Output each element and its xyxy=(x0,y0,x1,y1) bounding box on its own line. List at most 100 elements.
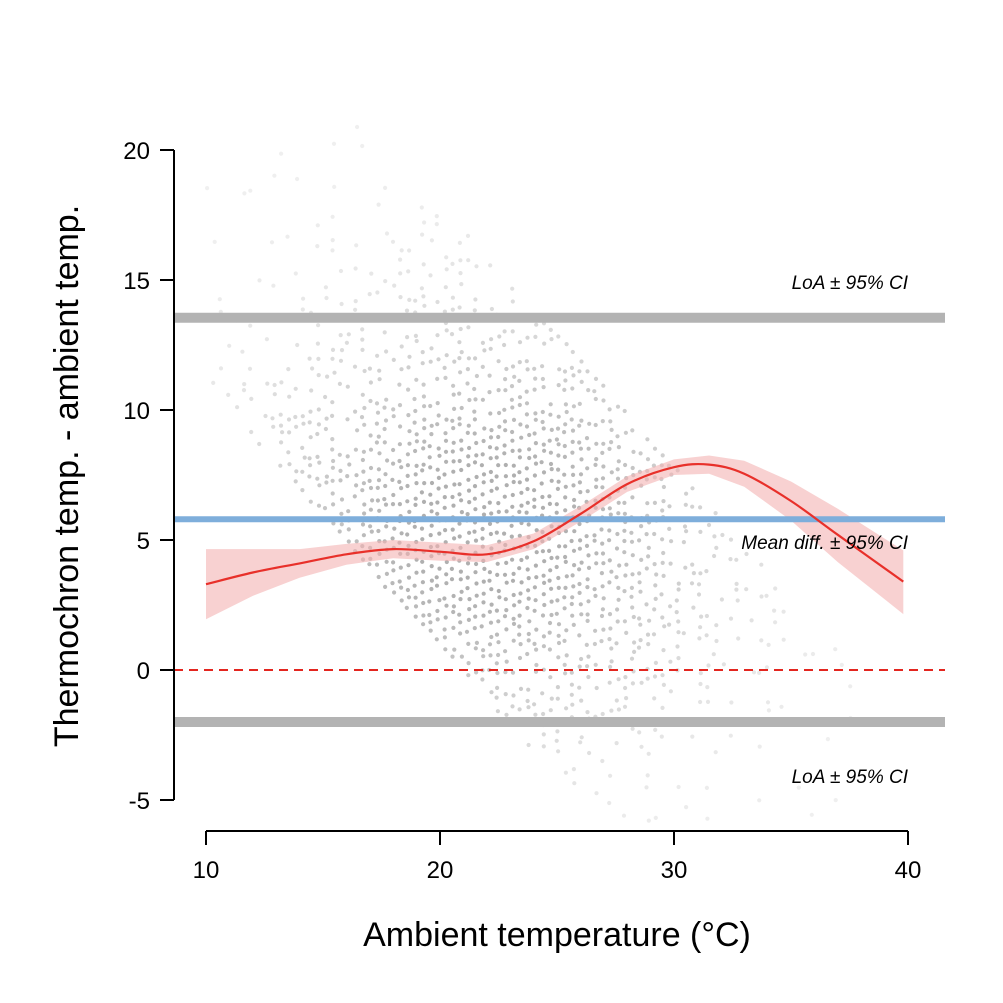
scatter-point xyxy=(555,729,560,734)
scatter-point xyxy=(592,587,597,592)
scatter-point xyxy=(399,486,404,491)
scatter-point xyxy=(577,423,582,428)
scatter-point xyxy=(517,632,522,637)
y-axis-ticks: -5 0 5 10 15 20 xyxy=(123,138,174,815)
scatter-point xyxy=(524,510,529,515)
scatter-point xyxy=(510,670,516,675)
scatter-point xyxy=(539,481,544,486)
scatter-point xyxy=(420,468,425,473)
scatter-point xyxy=(525,500,530,505)
scatter-point xyxy=(465,511,470,517)
scatter-point xyxy=(714,623,719,628)
scatter-point xyxy=(511,571,516,577)
scatter-point xyxy=(684,529,689,534)
scatter-point xyxy=(676,630,681,635)
scatter-point xyxy=(622,528,627,533)
scatter-point xyxy=(494,530,499,535)
scatter-point xyxy=(556,442,561,447)
scatter-point xyxy=(450,307,455,312)
scatter-point xyxy=(436,357,441,362)
scatter-point xyxy=(494,455,499,460)
scatter-point xyxy=(690,562,695,567)
scatter-point xyxy=(405,499,410,504)
scatter-point xyxy=(637,580,642,585)
scatter-point xyxy=(525,367,530,372)
scatter-point xyxy=(571,472,576,477)
scatter-point xyxy=(399,367,404,372)
scatter-point xyxy=(714,545,719,551)
scatter-point xyxy=(428,465,433,470)
scatter-point xyxy=(660,615,665,620)
scatter-point xyxy=(661,550,666,556)
scatter-point xyxy=(474,440,479,446)
scatter-point xyxy=(481,472,487,477)
scatter-point xyxy=(264,337,269,342)
scatter-point xyxy=(699,614,704,619)
scatter-point xyxy=(466,661,471,666)
scatter-point xyxy=(525,605,530,611)
scatter-point xyxy=(317,483,322,488)
scatter-point xyxy=(533,417,538,422)
scatter-point xyxy=(585,466,590,471)
scatter-point xyxy=(406,575,412,580)
scatter-point xyxy=(257,441,262,447)
scatter-point xyxy=(451,426,456,431)
scatter-point xyxy=(630,681,636,686)
scatter-point xyxy=(481,654,486,659)
scatter-point xyxy=(442,635,447,640)
scatter-point xyxy=(614,641,619,646)
scatter-point xyxy=(571,483,576,488)
scatter-point xyxy=(586,599,591,604)
scatter-point xyxy=(398,271,403,276)
scatter-point xyxy=(495,709,500,714)
scatter-point xyxy=(614,741,619,746)
scatter-point xyxy=(594,791,599,796)
scatter-point xyxy=(315,454,320,459)
scatter-point xyxy=(614,575,619,580)
scatter-point xyxy=(397,579,402,584)
scatter-point xyxy=(593,462,598,467)
scatter-point xyxy=(517,402,522,408)
scatter-point xyxy=(414,338,419,344)
scatter-point xyxy=(585,612,590,617)
scatter-point xyxy=(451,383,456,388)
scatter-point xyxy=(473,356,478,361)
scatter-point xyxy=(352,494,357,499)
scatter-point xyxy=(406,563,411,568)
scatter-point xyxy=(407,297,412,302)
scatter-point xyxy=(263,413,268,419)
scatter-point xyxy=(362,511,367,516)
scatter-point xyxy=(390,239,396,244)
scatter-point xyxy=(564,628,569,633)
scatter-point xyxy=(241,388,247,393)
scatter-point xyxy=(713,510,718,516)
scatter-point xyxy=(465,586,470,591)
scatter-point xyxy=(607,446,612,451)
scatter-point xyxy=(422,220,427,225)
scatter-point xyxy=(556,467,561,472)
scatter-point xyxy=(556,383,561,388)
scatter-point xyxy=(397,502,402,507)
scatter-point xyxy=(556,453,561,458)
scatter-point xyxy=(421,569,426,574)
scatter-point xyxy=(744,551,749,557)
scatter-point xyxy=(661,499,666,504)
scatter-point xyxy=(420,590,425,595)
scatter-point xyxy=(637,616,642,621)
scatter-point xyxy=(510,492,515,498)
scatter-point xyxy=(532,504,537,509)
scatter-point xyxy=(367,366,372,371)
scatter-point xyxy=(465,381,470,386)
scatter-point xyxy=(660,453,665,458)
scatter-point xyxy=(691,605,696,610)
scatter-point xyxy=(608,773,613,778)
scatter-point xyxy=(519,580,524,585)
scatter-point xyxy=(368,485,374,491)
scatter-point xyxy=(556,575,561,581)
scatter-point xyxy=(465,540,470,545)
scatter-point xyxy=(549,478,554,483)
scatter-point xyxy=(362,405,367,411)
scatter-point xyxy=(496,501,501,506)
scatter-point xyxy=(271,283,276,288)
